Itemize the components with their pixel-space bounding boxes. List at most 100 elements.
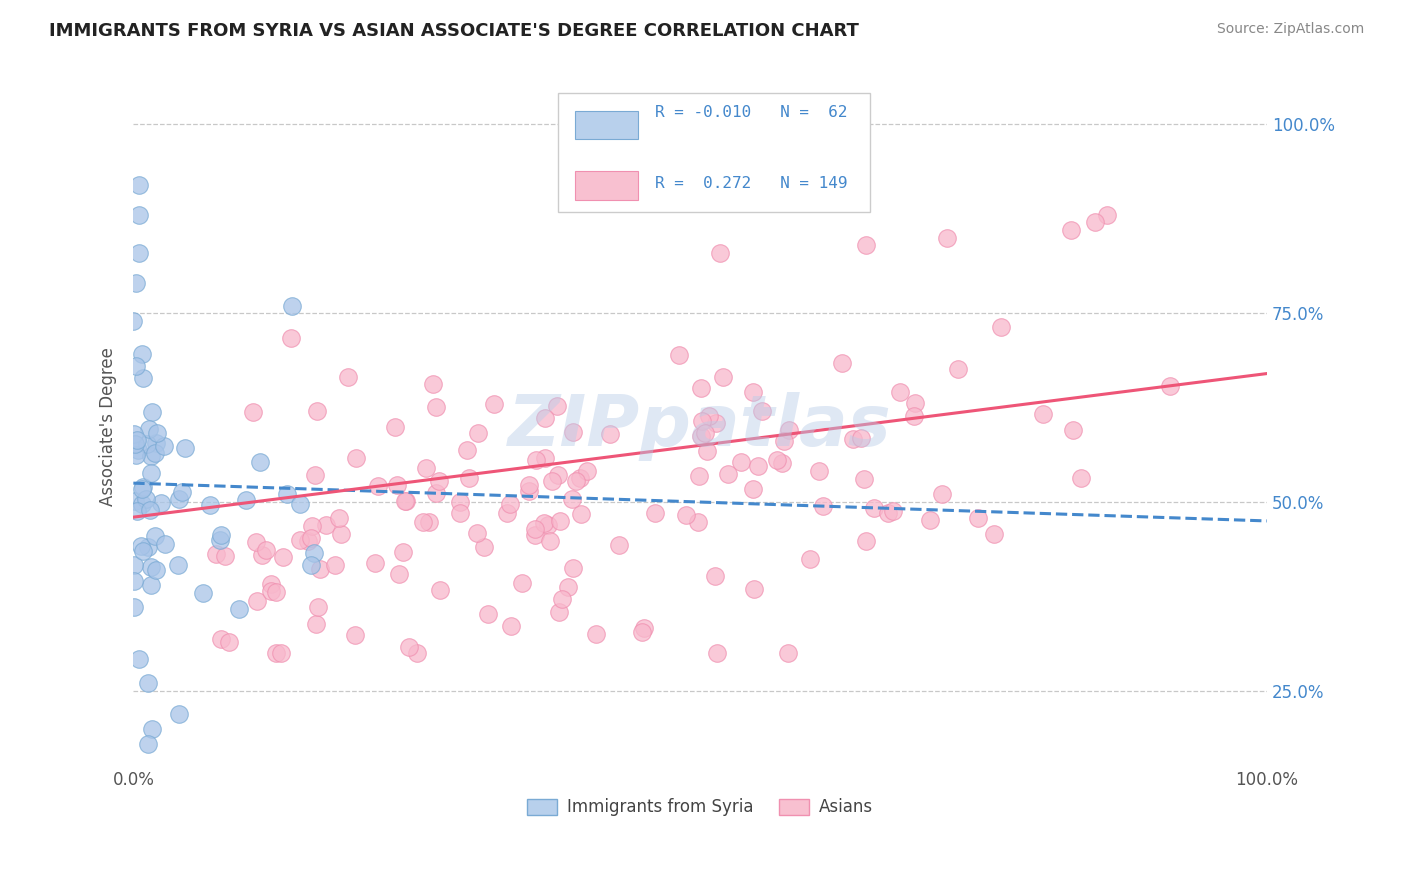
Point	[425, 400, 447, 414]
Point	[209, 533, 232, 548]
Point	[765, 453, 787, 467]
Point	[557, 580, 579, 594]
Point	[299, 558, 322, 573]
Point	[706, 646, 728, 660]
Point	[533, 516, 555, 530]
Point	[395, 493, 418, 508]
Point	[124, 574, 146, 588]
Point	[425, 486, 447, 500]
Point	[499, 619, 522, 633]
Point	[1062, 424, 1084, 438]
Point	[249, 455, 271, 469]
Point	[569, 471, 592, 485]
Point	[561, 425, 583, 439]
Point	[920, 513, 942, 527]
Point	[747, 459, 769, 474]
Point	[167, 491, 190, 506]
Point	[131, 347, 153, 361]
Text: Source: ZipAtlas.com: Source: ZipAtlas.com	[1216, 22, 1364, 37]
Point	[742, 482, 765, 496]
Point	[131, 497, 153, 511]
Point	[170, 484, 193, 499]
Point	[686, 515, 709, 529]
Point	[541, 475, 564, 489]
Bar	[575, 111, 638, 139]
Point	[853, 472, 876, 486]
Point	[576, 464, 599, 478]
Point	[127, 433, 149, 447]
Point	[136, 437, 159, 451]
Point	[668, 347, 690, 361]
Point	[307, 599, 329, 614]
Point	[260, 576, 283, 591]
Point	[688, 468, 710, 483]
Point	[228, 601, 250, 615]
Point	[153, 440, 176, 454]
Point	[711, 369, 734, 384]
Point	[778, 423, 800, 437]
Point	[132, 371, 155, 385]
Point	[499, 497, 522, 511]
Point	[124, 437, 146, 451]
Point	[1159, 378, 1181, 392]
Point	[246, 594, 269, 608]
Point	[565, 474, 588, 488]
Point	[270, 646, 292, 660]
Point	[1084, 215, 1107, 229]
Point	[842, 432, 865, 446]
Point	[696, 443, 718, 458]
Point	[235, 493, 257, 508]
Point	[141, 722, 163, 736]
Point	[245, 535, 267, 549]
Point	[1032, 407, 1054, 421]
Point	[260, 584, 283, 599]
Point	[299, 531, 322, 545]
Point	[330, 527, 353, 541]
Point	[394, 494, 416, 508]
Point	[675, 508, 697, 522]
Text: ZIPpatlas: ZIPpatlas	[508, 392, 891, 461]
Point	[889, 385, 911, 400]
Point	[537, 517, 560, 532]
Point	[128, 178, 150, 192]
Point	[799, 551, 821, 566]
Point	[127, 443, 149, 458]
Point	[415, 461, 437, 475]
Point	[315, 518, 337, 533]
Point	[302, 546, 325, 560]
Point	[135, 491, 157, 506]
Point	[863, 501, 886, 516]
Point	[209, 632, 232, 647]
Point	[449, 506, 471, 520]
Point	[323, 558, 346, 572]
Point	[136, 676, 159, 690]
Point	[204, 547, 226, 561]
Point	[477, 607, 499, 621]
Point	[139, 578, 162, 592]
Point	[1097, 208, 1119, 222]
Point	[139, 450, 162, 464]
Point	[297, 534, 319, 549]
Point	[412, 515, 434, 529]
Point	[125, 276, 148, 290]
Point	[132, 480, 155, 494]
Point	[717, 467, 740, 481]
Point	[337, 370, 360, 384]
Text: IMMIGRANTS FROM SYRIA VS ASIAN ASSOCIATE'S DEGREE CORRELATION CHART: IMMIGRANTS FROM SYRIA VS ASIAN ASSOCIATE…	[49, 22, 859, 40]
Point	[831, 356, 853, 370]
Point	[472, 540, 495, 554]
Point	[855, 534, 877, 549]
Point	[363, 556, 385, 570]
Point	[125, 448, 148, 462]
Point	[145, 563, 167, 577]
Point	[418, 515, 440, 529]
Point	[367, 479, 389, 493]
FancyBboxPatch shape	[558, 93, 870, 212]
Point	[343, 627, 366, 641]
Point	[482, 397, 505, 411]
Point	[136, 540, 159, 554]
Point	[145, 426, 167, 441]
Point	[281, 299, 304, 313]
Point	[903, 396, 925, 410]
Point	[1070, 471, 1092, 485]
